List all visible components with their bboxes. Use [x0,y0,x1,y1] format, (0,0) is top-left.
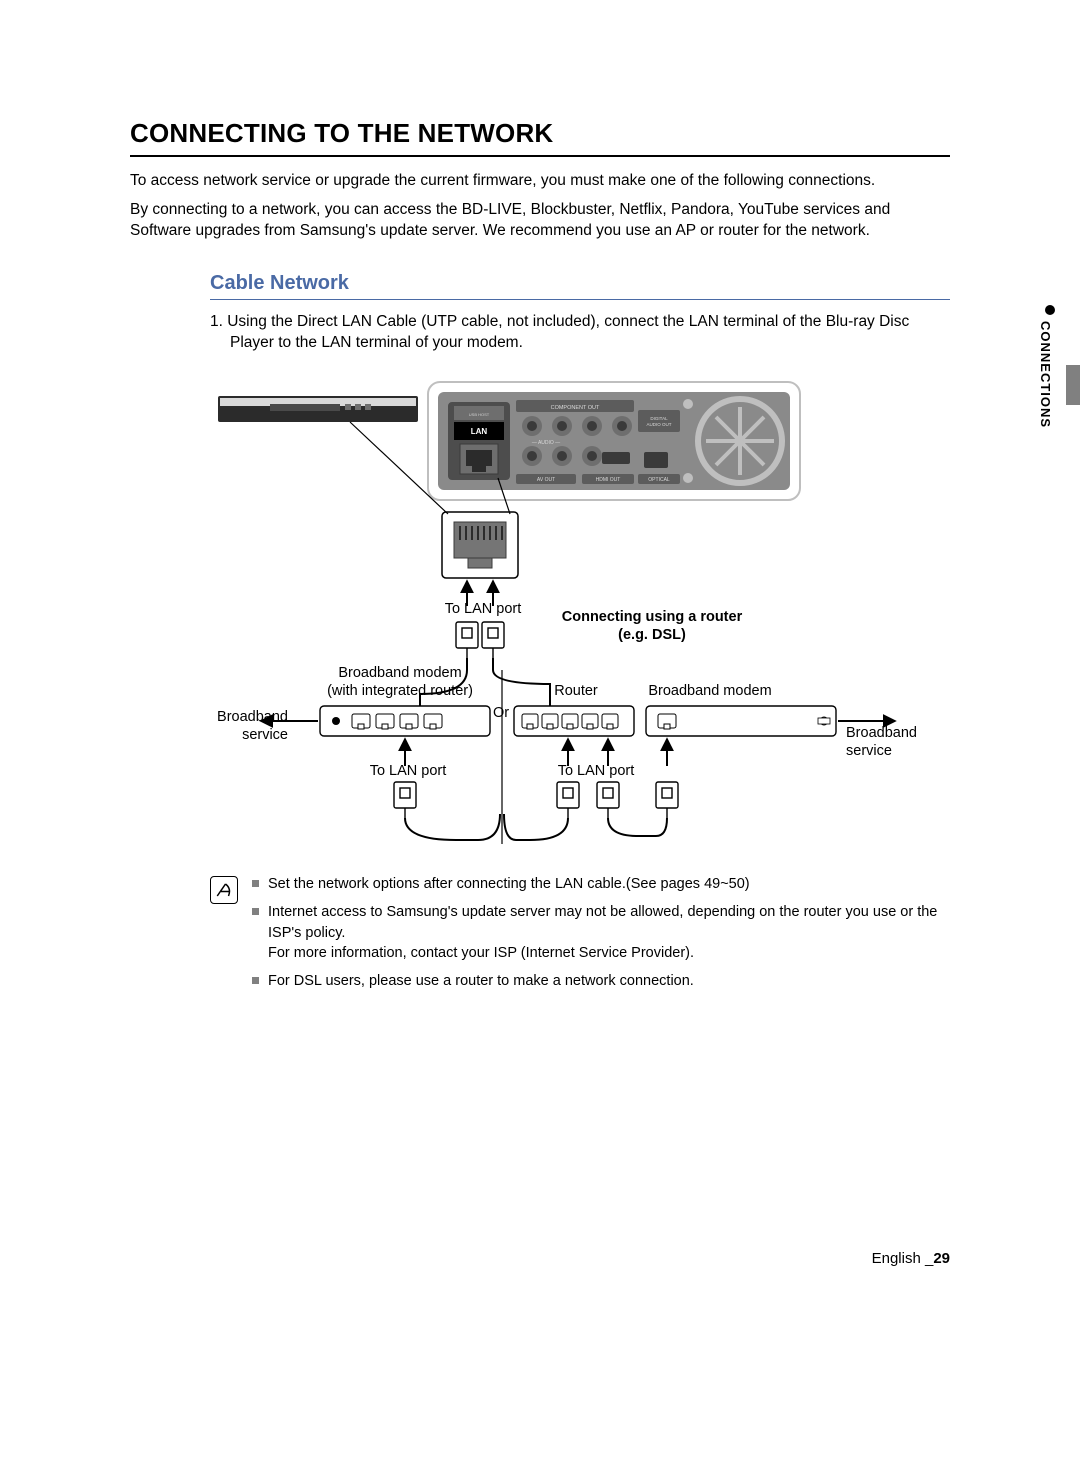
label-or: Or [486,704,516,722]
intro-paragraph-2: By connecting to a network, you can acce… [130,200,950,242]
label-connecting-router-1: Connecting using a router [542,608,762,626]
lan-port-enlarged [442,512,518,578]
note-icon [210,876,238,904]
title-rule [130,155,950,157]
footer-language: English _ [872,1250,934,1267]
note-item-2: Internet access to Samsung's update serv… [252,902,950,963]
label-broadband-service-left: Broadband service [198,708,288,744]
ethernet-plug-icon [394,782,416,818]
label-to-lan-port-3: To LAN port [546,762,646,780]
digital-audio-out-label: DIGITAL [650,416,668,421]
ethernet-plug-icon [597,782,619,818]
side-tab-label: CONNECTIONS [1038,321,1053,428]
broadband-modem-box [646,706,836,736]
modem-integrated-router [320,706,490,736]
footer: English _29 [872,1250,950,1267]
note-item-2b: For more information, contact your ISP (… [268,945,694,961]
hdmi-out-label: HDMI OUT [596,477,621,483]
ethernet-plug-icon [656,782,678,818]
label-connecting-router-2: (e.g. DSL) [542,626,762,644]
side-tab-dot-icon [1045,305,1055,315]
label-to-lan-port: To LAN port [438,600,528,618]
device-front-bar [218,396,418,422]
component-out-label: COMPONENT OUT [551,405,600,411]
svg-text:AUDIO OUT: AUDIO OUT [646,422,671,427]
usb-host-label: USB HOST [469,412,490,417]
label-broadband-service-right: Broadband service [846,724,946,760]
ethernet-plug-icon [482,622,504,658]
subsection-rule [210,299,950,301]
note-item-3: For DSL users, please use a router to ma… [252,971,950,991]
network-diagram: USB HOST LAN COMPONENT OUT [210,374,950,854]
subsection-title: Cable Network [210,272,950,295]
ethernet-plug-icon [557,782,579,818]
av-out-label: AV OUT [537,477,555,483]
footer-page-number: 29 [933,1250,950,1267]
side-tab: CONNECTIONS [1038,305,1062,428]
notes-block: Set the network options after connecting… [210,874,950,999]
audio-label: — AUDIO — [532,440,560,446]
label-broadband-modem: Broadband modem [630,682,790,700]
side-tab-marker [1066,365,1080,405]
router-box [514,706,634,736]
label-broadband-modem-integrated-2: (with integrated router) [300,682,500,700]
step-1: 1. Using the Direct LAN Cable (UTP cable… [210,312,950,354]
note-item-2a: Internet access to Samsung's update serv… [268,904,937,940]
label-to-lan-port-2: To LAN port [358,762,458,780]
lan-panel-label: LAN [471,427,488,436]
intro-paragraph-1: To access network service or upgrade the… [130,171,950,192]
label-broadband-modem-integrated-1: Broadband modem [300,664,500,682]
label-router: Router [536,682,616,700]
optical-label: OPTICAL [648,477,670,483]
note-item-1: Set the network options after connecting… [252,874,950,894]
page-title: CONNECTING TO THE NETWORK [130,118,950,149]
ethernet-plug-icon [456,622,478,658]
device-rear-panel: USB HOST LAN COMPONENT OUT [428,382,800,500]
